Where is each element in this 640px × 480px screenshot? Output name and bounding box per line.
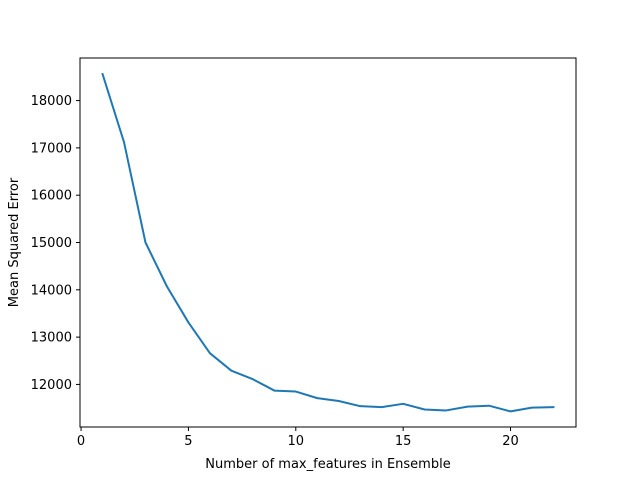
y-tick-label: 12000 — [31, 378, 72, 393]
x-axis-label: Number of max_features in Ensemble — [205, 457, 450, 472]
x-tick-label: 15 — [395, 434, 412, 449]
y-axis-ticks: 12000 13000 14000 15000 16000 17000 18000 — [31, 94, 80, 393]
y-tick-label: 13000 — [31, 331, 72, 346]
y-tick-label: 18000 — [31, 94, 72, 109]
x-tick-label: 0 — [77, 434, 85, 449]
y-tick-label: 16000 — [31, 189, 72, 204]
series-line — [101, 72, 555, 413]
y-tick-label: 15000 — [31, 236, 72, 251]
x-axis-ticks: 0 5 10 15 20 — [77, 427, 519, 449]
y-axis-label: Mean Squared Error — [7, 177, 22, 307]
series-layer — [101, 72, 555, 413]
x-tick-label: 10 — [288, 434, 305, 449]
x-tick-label: 5 — [184, 434, 192, 449]
plot-area — [80, 58, 576, 427]
y-tick-label: 14000 — [31, 283, 72, 298]
y-tick-label: 17000 — [31, 141, 72, 156]
x-tick-label: 20 — [502, 434, 519, 449]
